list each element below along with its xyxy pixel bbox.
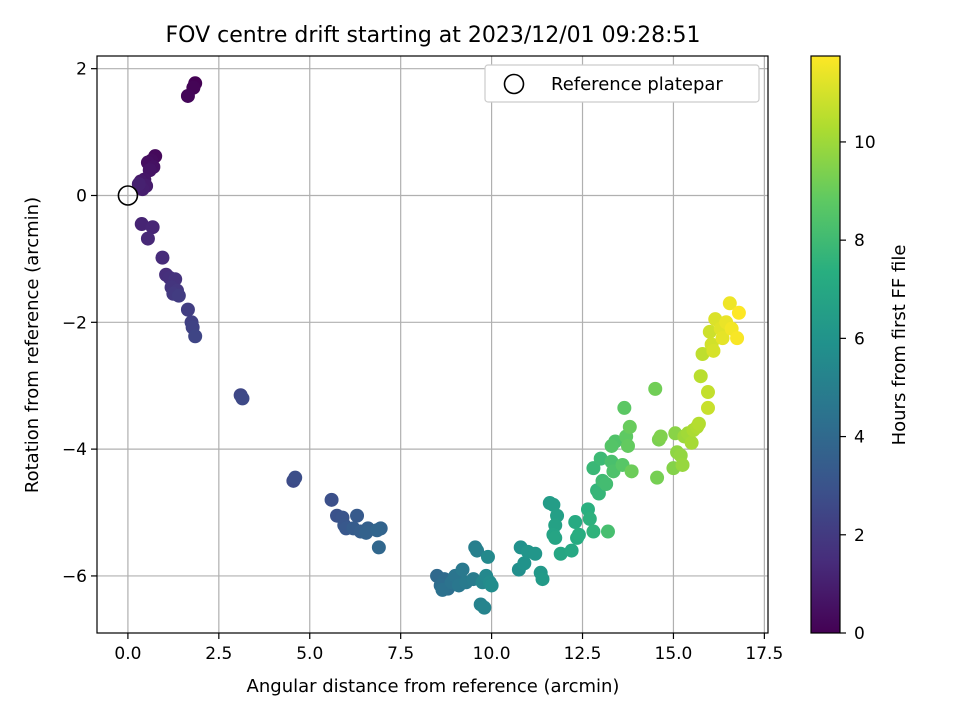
legend-box bbox=[484, 64, 760, 103]
data-point bbox=[517, 556, 532, 571]
y-axis-label: Rotation from reference (arcmin) bbox=[22, 197, 43, 493]
data-point bbox=[131, 177, 146, 192]
x-tick-label: 7.5 bbox=[387, 644, 414, 664]
colorbar-tick-label: 8 bbox=[854, 231, 865, 251]
data-point bbox=[528, 546, 543, 561]
data-point bbox=[731, 305, 746, 320]
y-tick-label: −6 bbox=[62, 567, 87, 587]
data-point bbox=[288, 470, 303, 485]
colorbar-tick-label: 6 bbox=[854, 329, 865, 349]
data-point bbox=[480, 549, 495, 564]
data-point bbox=[695, 347, 710, 362]
data-point bbox=[564, 543, 579, 558]
data-point bbox=[620, 438, 635, 453]
data-point bbox=[600, 524, 615, 539]
y-axis: −6 −4 −2 0 2 bbox=[62, 60, 97, 587]
data-point bbox=[350, 508, 365, 523]
x-axis: 0.0 2.5 5.0 7.5 10.0 12.5 15.0 17.5 bbox=[114, 633, 783, 664]
data-point bbox=[359, 525, 374, 540]
y-tick-label: 2 bbox=[76, 60, 87, 80]
data-point bbox=[715, 331, 730, 346]
x-tick-label: 5.0 bbox=[296, 644, 323, 664]
colorbar-ticks: 0 2 4 6 8 10 bbox=[840, 133, 876, 644]
data-point bbox=[180, 302, 195, 317]
legend-marker bbox=[503, 73, 525, 95]
data-point bbox=[171, 288, 186, 303]
data-point bbox=[700, 385, 715, 400]
colorbar-label: Hours from first FF file bbox=[889, 245, 910, 446]
grid bbox=[97, 56, 768, 633]
data-point bbox=[370, 523, 385, 538]
colorbar-gradient bbox=[810, 55, 841, 634]
data-point bbox=[675, 457, 690, 472]
data-point bbox=[648, 381, 663, 396]
data-point bbox=[684, 435, 699, 450]
data-point bbox=[582, 511, 597, 526]
chart-title: FOV centre drift starting at 2023/12/01 … bbox=[166, 23, 701, 48]
reference-marker bbox=[117, 185, 139, 206]
data-point bbox=[693, 369, 708, 384]
data-point bbox=[730, 331, 745, 346]
x-axis-label: Angular distance from reference (arcmin) bbox=[247, 676, 620, 697]
data-point bbox=[470, 543, 485, 558]
data-point bbox=[188, 329, 203, 344]
data-point bbox=[371, 540, 386, 555]
data-point bbox=[591, 486, 606, 501]
data-point bbox=[706, 343, 721, 358]
legend-label: Reference platepar bbox=[551, 74, 723, 95]
data-point bbox=[324, 492, 339, 507]
data-point bbox=[650, 470, 665, 485]
y-tick-label: 0 bbox=[76, 186, 87, 206]
colorbar: 0 2 4 6 8 10 Hours from first FF file bbox=[810, 55, 910, 644]
data-point bbox=[722, 296, 737, 311]
data-point bbox=[568, 515, 583, 530]
x-tick-label: 2.5 bbox=[205, 644, 232, 664]
legend: Reference platepar bbox=[484, 64, 760, 103]
colorbar-tick-label: 4 bbox=[854, 428, 865, 448]
plot-frame bbox=[96, 55, 769, 634]
data-point bbox=[604, 438, 619, 453]
x-tick-label: 17.5 bbox=[745, 644, 783, 664]
y-tick-label: −4 bbox=[62, 440, 87, 460]
data-point bbox=[477, 600, 492, 615]
data-point bbox=[140, 231, 155, 246]
x-tick-label: 10.0 bbox=[473, 644, 511, 664]
data-point bbox=[700, 400, 715, 415]
data-point bbox=[653, 429, 668, 444]
data-point bbox=[617, 400, 632, 415]
data-point bbox=[553, 546, 568, 561]
data-point bbox=[145, 220, 160, 235]
data-point bbox=[571, 527, 586, 542]
data-point bbox=[235, 391, 250, 406]
data-point bbox=[455, 562, 470, 577]
data-point bbox=[702, 324, 717, 339]
data-point bbox=[180, 88, 195, 103]
data-point bbox=[535, 572, 550, 587]
data-point bbox=[599, 476, 614, 491]
data-points bbox=[131, 76, 746, 615]
data-point bbox=[134, 217, 149, 232]
data-point bbox=[155, 250, 170, 265]
data-point bbox=[691, 416, 706, 431]
data-point bbox=[593, 451, 608, 466]
x-tick-label: 12.5 bbox=[564, 644, 602, 664]
colorbar-tick-label: 0 bbox=[854, 624, 865, 644]
data-point bbox=[546, 497, 561, 512]
data-point bbox=[586, 461, 601, 476]
colorbar-tick-label: 2 bbox=[854, 526, 865, 546]
data-point bbox=[548, 530, 563, 545]
x-tick-label: 0.0 bbox=[114, 644, 141, 664]
y-tick-label: −2 bbox=[62, 313, 87, 333]
data-point bbox=[624, 464, 639, 479]
data-point bbox=[586, 524, 601, 539]
x-tick-label: 15.0 bbox=[655, 644, 693, 664]
data-point bbox=[622, 419, 637, 434]
colorbar-tick-label: 10 bbox=[854, 133, 876, 153]
data-point bbox=[484, 578, 499, 593]
